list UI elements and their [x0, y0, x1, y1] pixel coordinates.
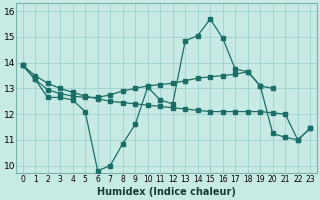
X-axis label: Humidex (Indice chaleur): Humidex (Indice chaleur) [97, 187, 236, 197]
